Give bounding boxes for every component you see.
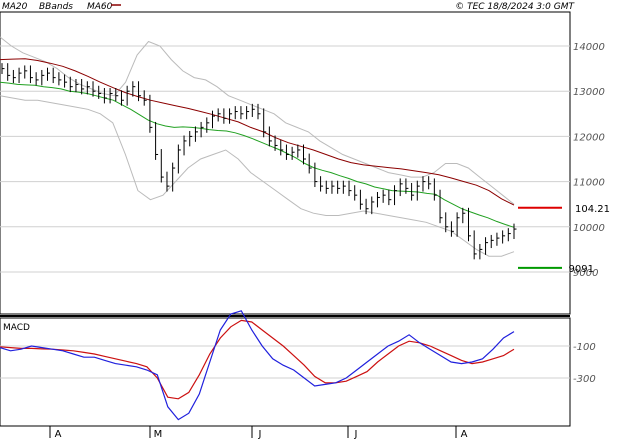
price-tick-label: 10000 [573,223,605,234]
bbands-upper-line [0,36,515,205]
macd-label: MACD [3,323,30,333]
price-panel-frame [0,11,571,315]
price-tick-label: 9000 [573,268,598,279]
price-tick-label: 14000 [573,42,605,53]
legend-ma60: MA60 [87,2,113,12]
macd-tick-label: -300 [573,374,596,385]
month-label: A [461,429,468,440]
axes: 14000 13000 12000 11000 10000 9000 104.21 9091 -… [49,42,610,440]
macd-line [0,310,515,421]
macd-signal-line [0,319,515,400]
price-plot [0,36,570,273]
ma60-line [0,58,515,206]
legend-bbands: BBands [39,2,73,12]
macd-panel-frame [0,317,571,427]
last-level-label: 9091 [569,264,594,275]
legend: MA20 BBands MA60 [2,2,121,12]
price-tick-label: 11000 [573,178,605,189]
price-tick-label: 12000 [573,132,605,143]
legend-ma20: MA20 [2,2,28,12]
copyright-stamp: © TEC 18/8/2024 3:0 GMT [455,2,575,12]
ma20-line [0,81,515,228]
macd-tick-label: -100 [573,342,596,353]
macd-plot [0,310,570,421]
last-level-label: 104.21 [575,204,610,215]
price-tick-label: 13000 [573,87,605,98]
bbands-lower-line [0,95,515,257]
month-label: J [258,429,262,440]
month-label: A [55,429,62,440]
month-label: J [354,429,358,440]
month-label: M [154,429,163,440]
